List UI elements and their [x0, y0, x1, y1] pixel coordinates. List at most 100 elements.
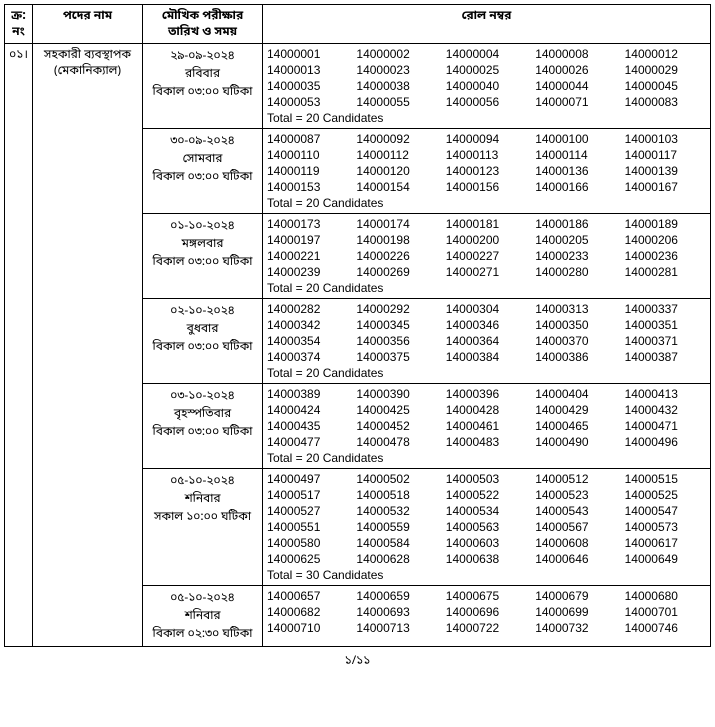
date-cell: ০৩-১০-২০২৪বৃহস্পতিবারবিকাল ০৩:০০ ঘটিকা — [143, 384, 263, 469]
rolls-cell: 1400000114000002140000041400000814000012… — [263, 44, 711, 129]
roll-grid: 1400028214000292140003041400031314000337… — [267, 302, 706, 364]
roll-number: 14000205 — [535, 233, 616, 247]
roll-number: 14000477 — [267, 435, 348, 449]
roll-number: 14000092 — [356, 132, 437, 146]
date-cell: ০৫-১০-২০২৪শনিবারবিকাল ০২:৩০ ঘটিকা — [143, 586, 263, 647]
roll-number: 14000523 — [535, 488, 616, 502]
roll-number: 14000496 — [625, 435, 706, 449]
rolls-cell: 1400065714000659140006751400067914000680… — [263, 586, 711, 647]
roll-number: 14000023 — [356, 63, 437, 77]
roll-number: 14000580 — [267, 536, 348, 550]
roll-number: 14000181 — [446, 217, 527, 231]
roll-number: 14000038 — [356, 79, 437, 93]
roll-number: 14000356 — [356, 334, 437, 348]
date-cell: ০২-১০-২০২৪বুধবারবিকাল ০৩:০০ ঘটিকা — [143, 299, 263, 384]
roll-number: 14000280 — [535, 265, 616, 279]
rolls-cell: 14000389 14000390 14000396 14000404 14000413… — [263, 384, 711, 469]
roll-number: 14000189 — [625, 217, 706, 231]
roll-number: 14000055 — [356, 95, 437, 109]
roll-number: 14000044 — [535, 79, 616, 93]
roll-number: 14000547 — [625, 504, 706, 518]
roll-number: 14000435 — [267, 419, 348, 433]
roll-number: 14000351 — [625, 318, 706, 332]
roll-number: 14000026 — [535, 63, 616, 77]
roll-number: 14000056 — [446, 95, 527, 109]
roll-number: 14000563 — [446, 520, 527, 534]
roll-grid: 1400000114000002140000041400000814000012… — [267, 47, 706, 109]
roll-number: 14000682 — [267, 605, 348, 619]
date-cell: ২৯-০৯-২০২৪রবিবারবিকাল ০৩:০০ ঘটিকা — [143, 44, 263, 129]
roll-number: 14000387 — [625, 350, 706, 364]
header-rolls: রোল নম্বর — [263, 5, 711, 44]
roll-number: 14000346 — [446, 318, 527, 332]
roll-number: 14000471 — [625, 419, 706, 433]
roll-number: 14000657 — [267, 589, 348, 603]
header-date: মৌখিক পরীক্ষারতারিখ ও সময় — [143, 5, 263, 44]
roll-number: 14000461 — [446, 419, 527, 433]
roll-number: 14000197 — [267, 233, 348, 247]
roll-number: 14000364 — [446, 334, 527, 348]
header-post: পদের নাম — [33, 5, 143, 44]
roll-number: 14000002 — [356, 47, 437, 61]
total-line: Total = 30 Candidates — [267, 568, 706, 582]
roll-number: 14000374 — [267, 350, 348, 364]
roll-number: 14000396 — [446, 387, 527, 401]
roll-number: 14000638 — [446, 552, 527, 566]
roll-number: 14000465 — [535, 419, 616, 433]
roll-number: 14000693 — [356, 605, 437, 619]
roll-number: 14000173 — [267, 217, 348, 231]
roll-grid: 1400065714000659140006751400067914000680… — [267, 589, 706, 635]
rolls-cell: 1400028214000292140003041400031314000337… — [263, 299, 711, 384]
roll-number: 14000424 — [267, 403, 348, 417]
roll-number: 14000649 — [625, 552, 706, 566]
roll-number: 14000413 — [625, 387, 706, 401]
roll-number: 14000701 — [625, 605, 706, 619]
roll-number: 14000746 — [625, 621, 706, 635]
roll-number: 14000371 — [625, 334, 706, 348]
roll-number: 14000008 — [535, 47, 616, 61]
roll-number: 14000603 — [446, 536, 527, 550]
total-line: Total = 20 Candidates — [267, 196, 706, 210]
roll-number: 14000490 — [535, 435, 616, 449]
roll-number: 14000732 — [535, 621, 616, 635]
roll-number: 14000239 — [267, 265, 348, 279]
roll-number: 14000617 — [625, 536, 706, 550]
roll-number: 14000628 — [356, 552, 437, 566]
roll-number: 14000675 — [446, 589, 527, 603]
rolls-cell: 1400049714000502140005031400051214000515… — [263, 469, 711, 586]
date-cell: ৩০-০৯-২০২৪সোমবারবিকাল ০৩:০০ ঘটিকা — [143, 129, 263, 214]
roll-number: 14000040 — [446, 79, 527, 93]
roll-number: 14000567 — [535, 520, 616, 534]
roll-number: 14000025 — [446, 63, 527, 77]
roll-number: 14000518 — [356, 488, 437, 502]
roll-number: 14000515 — [625, 472, 706, 486]
roll-number: 14000053 — [267, 95, 348, 109]
roll-number: 14000226 — [356, 249, 437, 263]
roll-number: 14000282 — [267, 302, 348, 316]
roll-number: 14000522 — [446, 488, 527, 502]
roll-number: 14000035 — [267, 79, 348, 93]
roll-number: 14000502 — [356, 472, 437, 486]
roll-number: 14000136 — [535, 164, 616, 178]
roll-number: 14000713 — [356, 621, 437, 635]
roll-number: 14000404 — [535, 387, 616, 401]
roll-number: 14000119 — [267, 164, 348, 178]
roll-number: 14000483 — [446, 435, 527, 449]
roll-number: 14000013 — [267, 63, 348, 77]
roll-number: 14000174 — [356, 217, 437, 231]
roll-number: 14000710 — [267, 621, 348, 635]
roll-number: 14000153 — [267, 180, 348, 194]
roll-number: 14000389 — [267, 387, 348, 401]
roll-number: 14000001 — [267, 47, 348, 61]
roll-number: 14000166 — [535, 180, 616, 194]
roll-grid: 1400017314000174140001811400018614000189… — [267, 217, 706, 279]
roll-number: 14000390 — [356, 387, 437, 401]
header-sl: ক্র:নং — [5, 5, 33, 44]
roll-number: 14000110 — [267, 148, 348, 162]
roll-number: 14000167 — [625, 180, 706, 194]
roll-grid: 14000389 14000390 14000396 14000404 14000413… — [267, 387, 706, 449]
roll-number: 14000004 — [446, 47, 527, 61]
roll-number: 14000233 — [535, 249, 616, 263]
roll-number: 14000699 — [535, 605, 616, 619]
roll-number: 14000198 — [356, 233, 437, 247]
